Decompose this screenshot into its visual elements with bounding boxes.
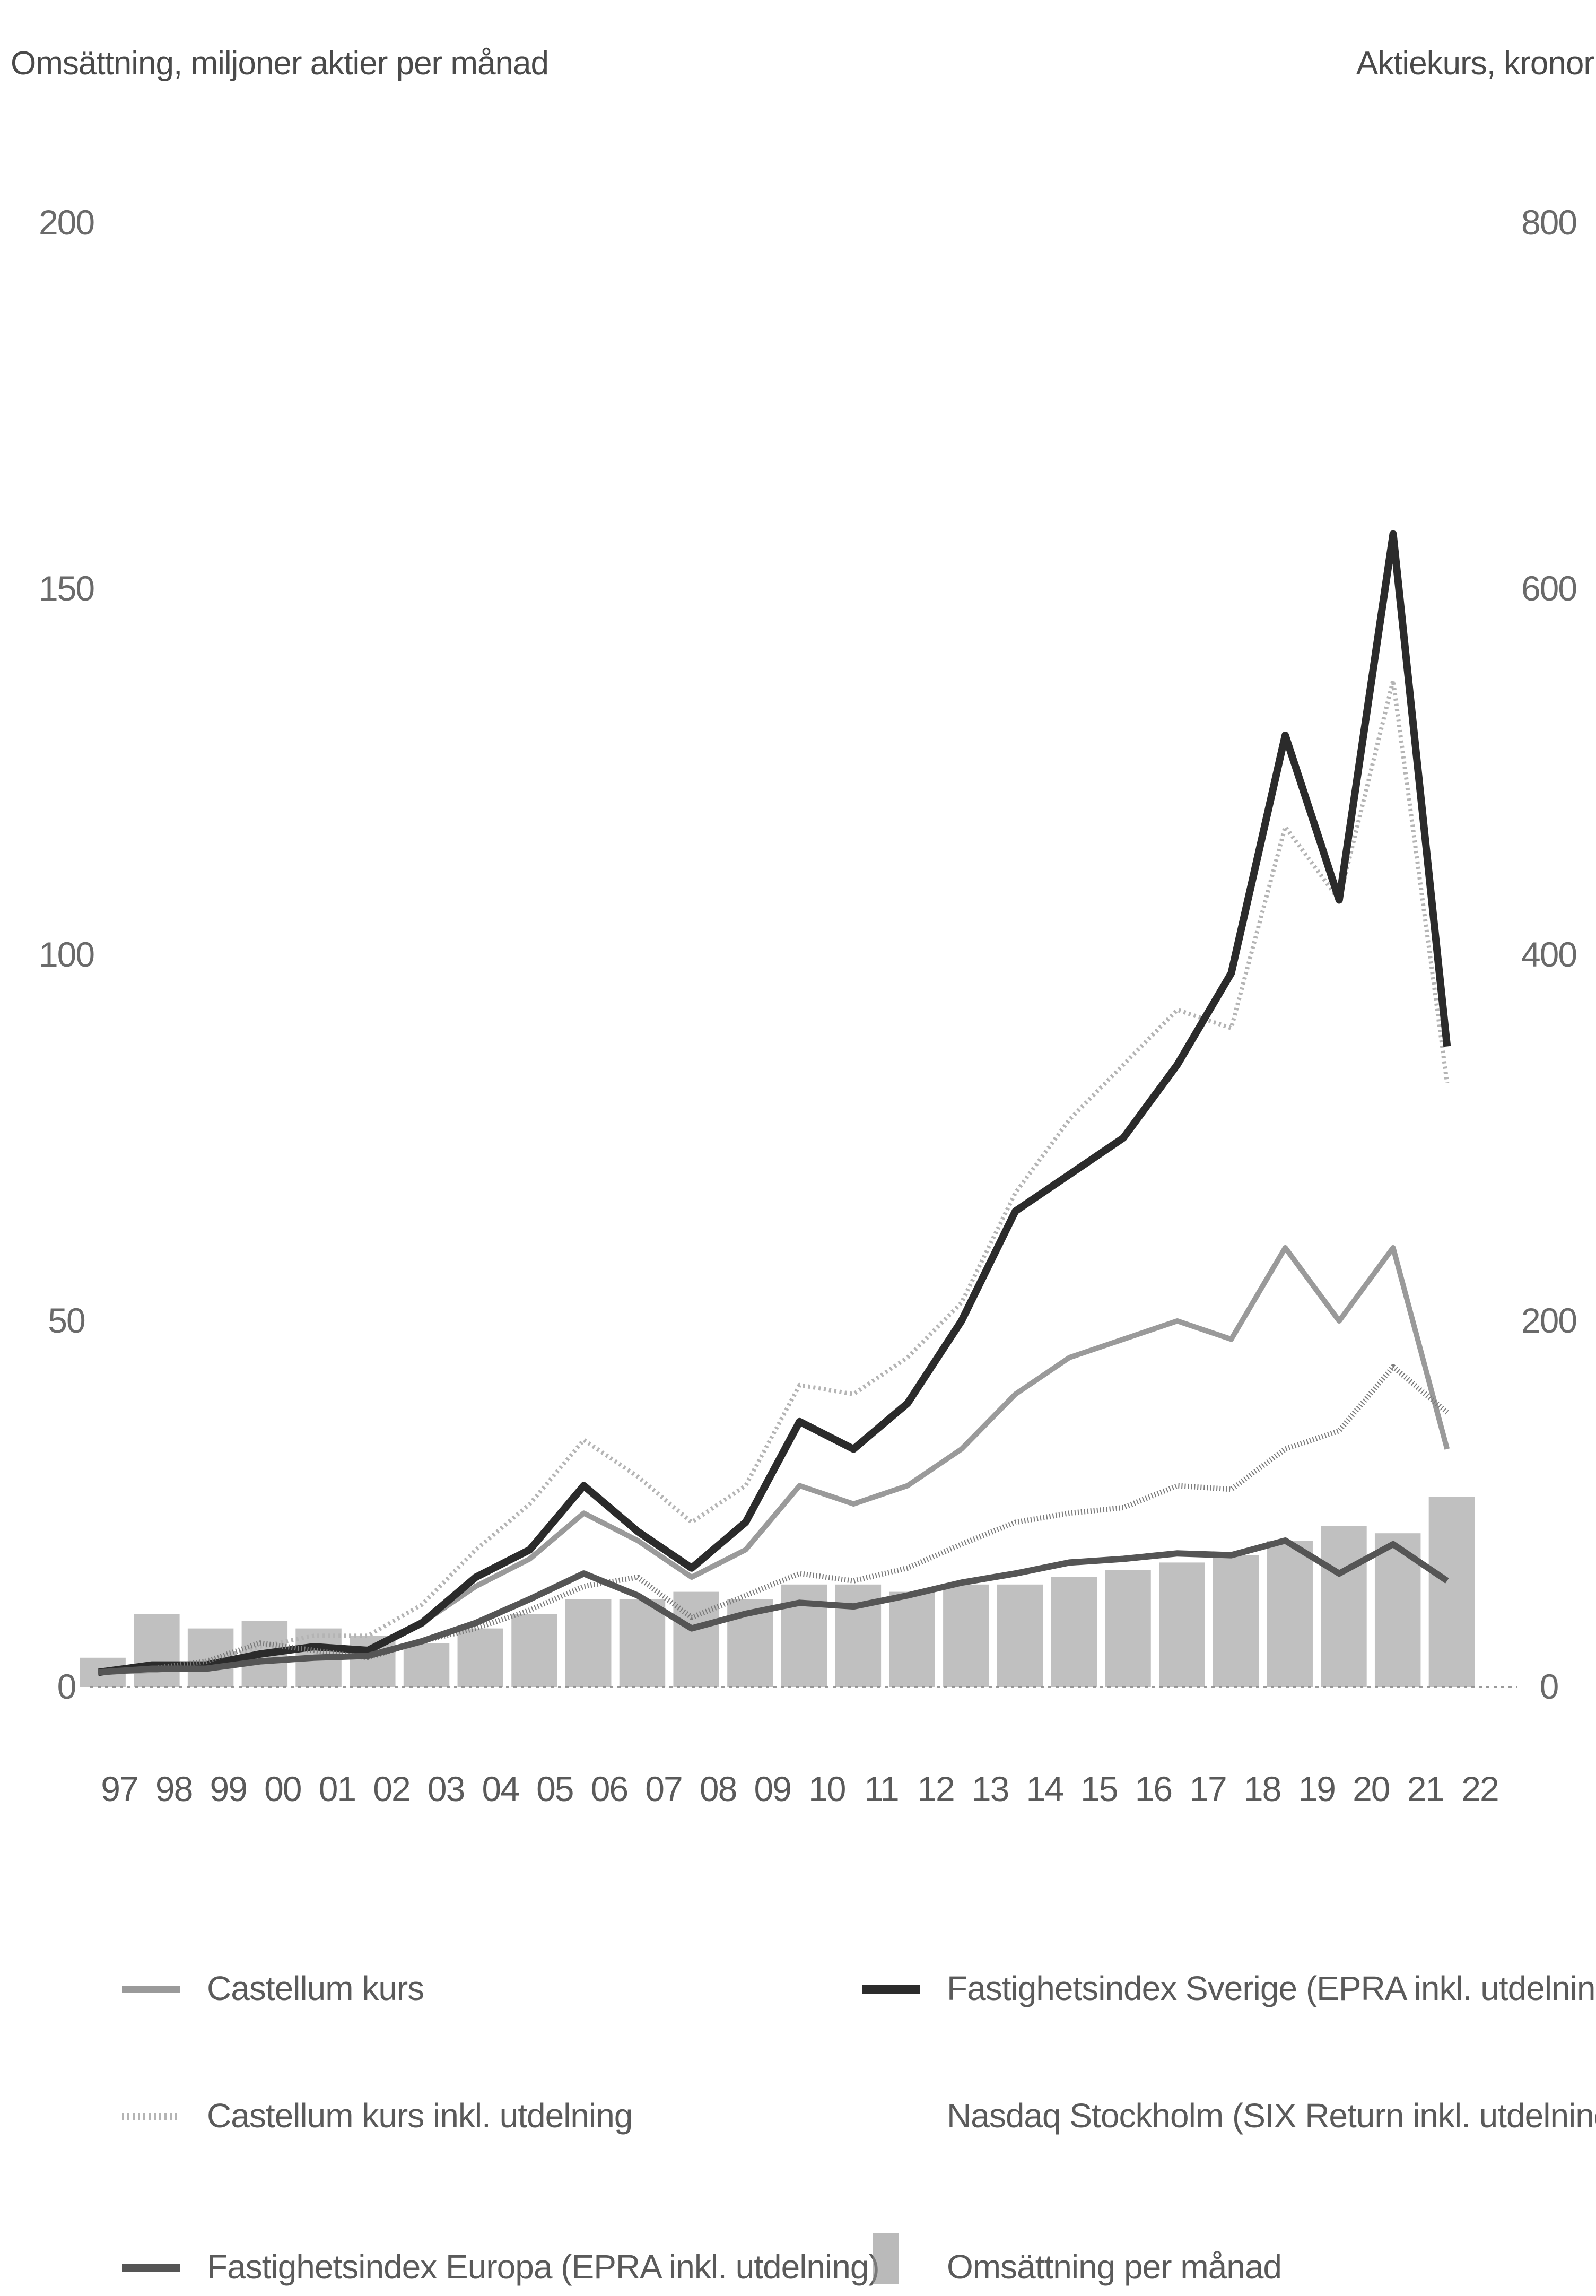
legend-label-epra_eu: Fastighetsindex Europa (EPRA inkl. utdel… — [207, 2248, 879, 2286]
x-tick-label: 01 — [319, 1769, 355, 1808]
left-tick-label: 50 — [48, 1301, 85, 1340]
right-tick-label: 200 — [1521, 1301, 1576, 1340]
x-tick-label: 20 — [1353, 1769, 1390, 1808]
volume-bar — [1159, 1562, 1205, 1687]
x-tick-label: 00 — [264, 1769, 301, 1808]
x-tick-label: 18 — [1244, 1769, 1280, 1808]
right-axis-ticks: 800 600 400 200 0 — [1521, 203, 1577, 1706]
x-tick-label: 19 — [1298, 1769, 1335, 1808]
left-axis-title: Omsättning, miljoner aktier per månad — [11, 45, 548, 82]
series-lines — [98, 530, 1451, 1676]
legend: Castellum kurs Fastighetsindex Sverige (E… — [122, 1969, 1596, 2286]
volume-bar — [565, 1599, 612, 1687]
left-tick-label: 200 — [39, 203, 94, 242]
series-line-epra_eu — [98, 1537, 1449, 1676]
x-tick-label: 15 — [1080, 1769, 1117, 1808]
series-line-epra_se — [98, 530, 1451, 1676]
volume-bar — [1321, 1526, 1367, 1687]
x-tick-label: 16 — [1135, 1769, 1172, 1808]
volume-bar — [134, 1614, 180, 1687]
x-tick-label: 09 — [754, 1769, 790, 1808]
x-tick-label: 14 — [1026, 1769, 1063, 1808]
x-tick-label: 05 — [536, 1769, 573, 1808]
x-tick-label: 22 — [1461, 1769, 1498, 1808]
left-tick-label: 100 — [39, 935, 94, 974]
x-tick-label: 04 — [482, 1769, 519, 1808]
volume-bar — [1213, 1555, 1259, 1687]
x-tick-label: 10 — [808, 1769, 845, 1808]
x-tick-label: 97 — [101, 1769, 137, 1808]
x-tick-label: 12 — [917, 1769, 954, 1808]
x-tick-label: 11 — [864, 1769, 899, 1808]
volume-bar — [943, 1584, 989, 1687]
volume-bar — [1428, 1497, 1475, 1687]
x-axis-ticks: 97 98 99 00 01 02 03 04 05 06 07 08 09 10 11 12 13 14 15 16… — [101, 1769, 1499, 1808]
volume-bar — [1267, 1541, 1313, 1687]
volume-bar — [619, 1599, 666, 1687]
series-line-castellum_div — [98, 678, 1450, 1675]
volume-bar — [403, 1643, 450, 1687]
legend-label-volume: Omsättning per månad — [947, 2248, 1281, 2286]
volume-bar — [511, 1614, 557, 1687]
legend-swatch-volume — [873, 2233, 899, 2284]
volume-bar — [889, 1591, 935, 1687]
x-tick-label: 17 — [1189, 1769, 1226, 1808]
volume-bar — [457, 1628, 503, 1687]
legend-label-castellum: Castellum kurs — [207, 1969, 424, 2007]
right-tick-label: 800 — [1521, 203, 1576, 242]
x-tick-label: 13 — [972, 1769, 1008, 1808]
right-axis-title: Aktiekurs, kronor — [1356, 45, 1594, 82]
right-tick-label: 400 — [1521, 935, 1576, 974]
x-tick-label: 21 — [1407, 1769, 1444, 1808]
volume-bar — [781, 1584, 827, 1687]
volume-bar — [997, 1584, 1043, 1687]
left-tick-label: 150 — [39, 569, 94, 608]
x-tick-label: 99 — [210, 1769, 246, 1808]
volume-bar — [1105, 1570, 1151, 1687]
x-tick-label: 07 — [645, 1769, 682, 1808]
x-tick-label: 08 — [700, 1769, 736, 1808]
legend-label-castellum_div: Castellum kurs inkl. utdelning — [207, 2097, 632, 2135]
right-tick-label: 0 — [1540, 1667, 1558, 1706]
x-tick-label: 98 — [155, 1769, 192, 1808]
legend-label-epra_se: Fastighetsindex Sverige (EPRA inkl. utde… — [947, 1969, 1596, 2007]
right-tick-label: 600 — [1521, 569, 1576, 608]
left-tick-label: 0 — [57, 1667, 76, 1706]
volume-bar — [1051, 1577, 1097, 1687]
legend-label-six: Nasdaq Stockholm (SIX Return inkl. utdel… — [947, 2097, 1596, 2135]
x-tick-label: 03 — [428, 1769, 464, 1808]
left-axis-ticks: 200 150 100 50 0 — [39, 203, 95, 1706]
x-tick-label: 02 — [373, 1769, 409, 1808]
x-tick-label: 06 — [591, 1769, 627, 1808]
